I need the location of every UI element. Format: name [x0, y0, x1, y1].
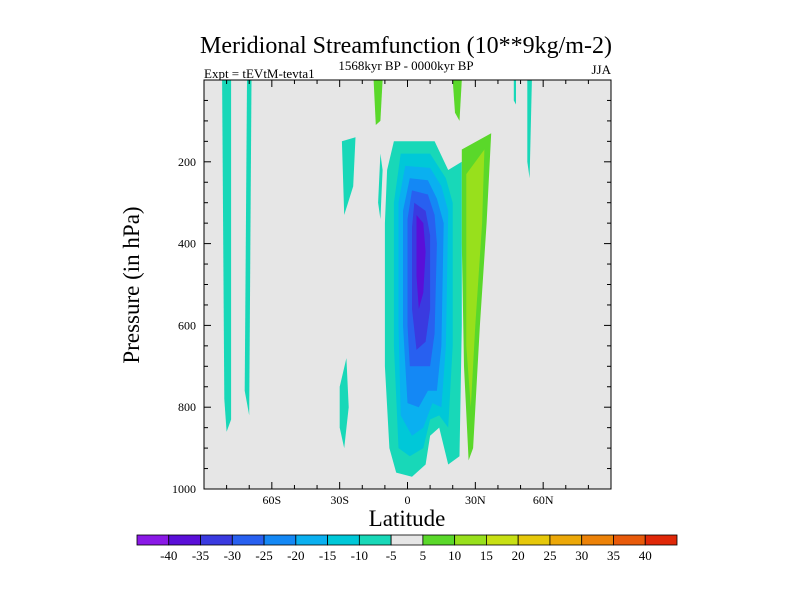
- colorbar-swatch: [136, 534, 170, 546]
- colorbar-label: -15: [319, 548, 336, 563]
- colorbar-label: -5: [386, 548, 397, 563]
- colorbar-swatch: [486, 534, 519, 546]
- x-axis-label: Latitude: [369, 506, 446, 531]
- colorbar-label: -40: [160, 548, 177, 563]
- colorbar: -40 -35 -30 -25 -20 -15 -10 -5 5 10 15 20 25 30 35 40: [136, 534, 678, 563]
- contour-region-13: [452, 80, 462, 121]
- y-tick-label: 1000: [172, 482, 196, 496]
- experiment-label: Expt = tEVtM-tevta1: [204, 66, 315, 81]
- colorbar-swatch: [390, 534, 424, 546]
- contour-region-0: [222, 80, 232, 432]
- colorbar-label: 20: [512, 548, 525, 563]
- colorbar-swatch: [200, 534, 233, 546]
- colorbar-label: -10: [351, 548, 368, 563]
- colorbar-label: 30: [575, 548, 588, 563]
- contour-region-1: [244, 80, 252, 416]
- contour-region-16: [527, 80, 532, 179]
- season-label: JJA: [591, 62, 611, 77]
- contour-region-11: [416, 215, 426, 309]
- colorbar-swatch: [454, 534, 487, 546]
- colorbar-label: -25: [255, 548, 272, 563]
- colorbar-label: 10: [448, 548, 461, 563]
- contour-region-3: [339, 358, 349, 449]
- plot-area: [204, 80, 611, 489]
- x-tick-label: 30N: [465, 493, 486, 507]
- time-range-label: 1568kyr BP - 0000kyr BP: [338, 58, 473, 73]
- colorbar-swatch: [549, 534, 583, 546]
- x-tick-label: 30S: [330, 493, 349, 507]
- colorbar-swatch: [327, 534, 360, 546]
- y-tick-label: 400: [178, 237, 196, 251]
- x-tick-label: 60N: [533, 493, 554, 507]
- y-axis-label: Pressure (in hPa): [119, 206, 144, 363]
- colorbar-swatch: [358, 534, 392, 546]
- y-tick-label: 800: [178, 400, 196, 414]
- colorbar-label: 15: [480, 548, 493, 563]
- contour-region-4: [378, 153, 383, 220]
- colorbar-label: 35: [607, 548, 620, 563]
- contour-region-12: [373, 80, 383, 125]
- colorbar-swatch: [231, 534, 265, 546]
- colorbar-label: -30: [224, 548, 241, 563]
- y-tick-label: 600: [178, 318, 196, 332]
- colorbar-label: -35: [192, 548, 209, 563]
- colorbar-label: 25: [543, 548, 556, 563]
- colorbar-swatch: [295, 534, 328, 546]
- contour-region-2: [341, 137, 356, 215]
- contour-region-15: [466, 149, 485, 408]
- colorbar-swatch: [613, 534, 646, 546]
- colorbar-label: -20: [287, 548, 304, 563]
- colorbar-swatch: [581, 534, 614, 546]
- y-tick-label: 200: [178, 155, 196, 169]
- x-tick-label: 60S: [262, 493, 281, 507]
- axes: 60S 30S 0 30N 60N 200 400 600 800 1000: [172, 79, 612, 507]
- colorbar-swatch: [517, 534, 551, 546]
- colorbar-label: 5: [420, 548, 427, 563]
- colorbar-swatch: [644, 534, 678, 546]
- colorbar-label: 40: [639, 548, 652, 563]
- colorbar-swatch: [168, 534, 201, 546]
- x-tick-label: 0: [405, 493, 411, 507]
- colorbar-swatch: [422, 534, 456, 546]
- colorbar-swatch: [263, 534, 297, 546]
- contour-region-17: [513, 80, 516, 105]
- chart-title: Meridional Streamfunction (10**9kg/m-2): [200, 33, 612, 59]
